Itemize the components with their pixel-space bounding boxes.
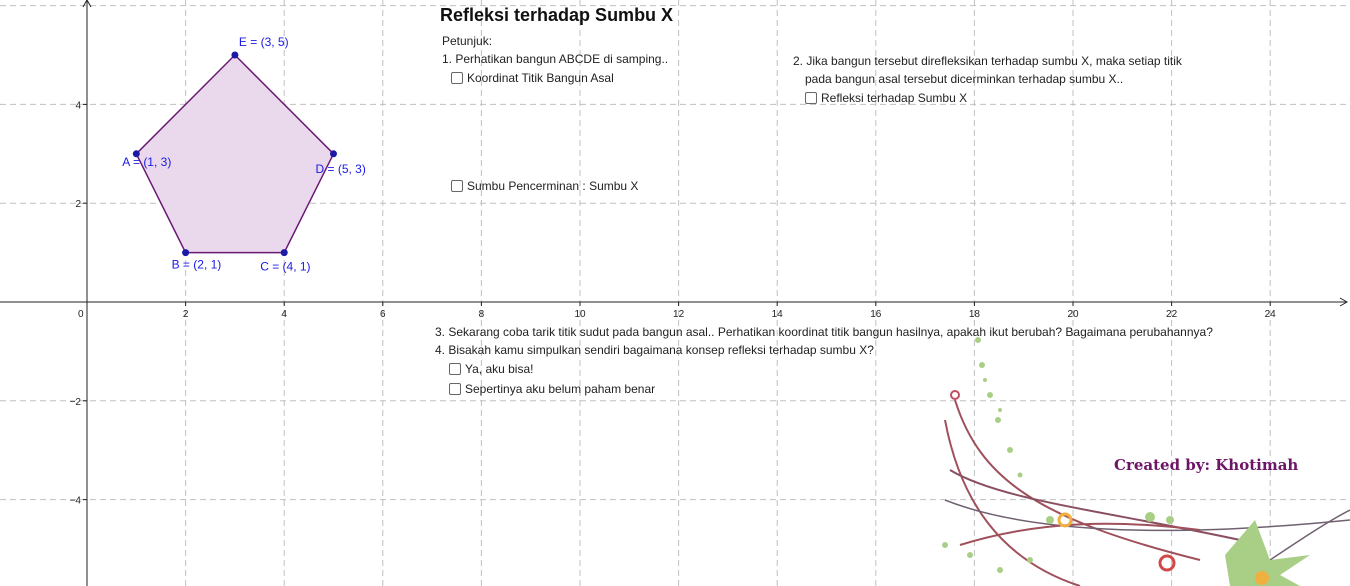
- y-axis-arrow: [82, 0, 92, 8]
- checkbox-label: Ya, aku bisa!: [465, 362, 534, 376]
- vertex-label-B: B = (2, 1): [172, 258, 222, 272]
- x-tick-label: 10: [574, 309, 586, 320]
- vertex-label-A: A = (1, 3): [122, 155, 171, 169]
- vertex-point-E[interactable]: [231, 51, 239, 59]
- checkbox-box[interactable]: [451, 180, 463, 192]
- pentagon-abcde[interactable]: [135, 53, 335, 254]
- y-tick-label: −4: [70, 496, 82, 507]
- x-tick-label: 16: [870, 309, 882, 320]
- y-tick-label: 2: [75, 199, 81, 210]
- floral-decoration: [942, 337, 1350, 586]
- checkbox-box[interactable]: [805, 92, 817, 104]
- x-tick-label: 8: [479, 309, 485, 320]
- vertex-point-C[interactable]: [280, 249, 288, 257]
- checkbox-belum-paham[interactable]: Sepertinya aku belum paham benar: [449, 382, 655, 396]
- x-tick-label: 14: [772, 309, 784, 320]
- x-tick-label: 24: [1265, 309, 1277, 320]
- instructions-heading: Petunjuk:: [442, 34, 493, 48]
- author-credit: Created by: Khotimah: [1114, 456, 1299, 474]
- vertex-label-C: C = (4, 1): [260, 260, 310, 274]
- instruction-step-2-line-1: 2. Jika bangun tersebut direfleksikan te…: [793, 54, 1182, 68]
- y-tick-label: −2: [70, 397, 82, 408]
- checkbox-box[interactable]: [451, 72, 463, 84]
- checkbox-label: Refleksi terhadap Sumbu X: [821, 91, 968, 105]
- x-tick-label: 6: [380, 309, 386, 320]
- x-tick-label: 20: [1067, 309, 1079, 320]
- page-title: Refleksi terhadap Sumbu X: [440, 5, 674, 25]
- vertex-point-B[interactable]: [182, 249, 190, 257]
- instruction-step-3: 3. Sekarang coba tarik titik sudut pada …: [435, 325, 1213, 339]
- checkbox-label: Koordinat Titik Bangun Asal: [467, 71, 614, 85]
- checkbox-koordinat-titik[interactable]: Koordinat Titik Bangun Asal: [451, 71, 614, 85]
- x-tick-label: 2: [183, 309, 189, 320]
- checkbox-refleksi[interactable]: Refleksi terhadap Sumbu X: [805, 91, 967, 105]
- instruction-step-2-line-2: pada bangun asal tersebut dicerminkan te…: [805, 72, 1124, 86]
- checkbox-label: Sepertinya aku belum paham benar: [465, 382, 656, 396]
- vertex-point-D[interactable]: [330, 150, 337, 158]
- x-tick-label: 12: [673, 309, 685, 320]
- x-axis-arrow: [1339, 297, 1349, 307]
- x-tick-label: 4: [281, 309, 287, 320]
- instruction-step-4: 4. Bisakah kamu simpulkan sendiri bagaim…: [435, 343, 874, 357]
- checkbox-ya-bisa[interactable]: Ya, aku bisa!: [449, 362, 533, 376]
- vertex-point-A[interactable]: [132, 150, 140, 158]
- instruction-step-1: 1. Perhatikan bangun ABCDE di samping..: [442, 52, 669, 66]
- checkbox-box[interactable]: [449, 363, 461, 375]
- y-tick-label: 4: [75, 100, 81, 111]
- checkbox-box[interactable]: [449, 383, 461, 395]
- pentagon-vertices[interactable]: A = (1, 3) B = (2, 1) C = (4, 1) D = (5, 3)…: [122, 35, 366, 274]
- x-tick-label: 0: [78, 309, 84, 320]
- x-tick-label: 18: [969, 309, 981, 320]
- vertex-label-E: E = (3, 5): [239, 35, 289, 49]
- checkbox-label: Sumbu Pencerminan : Sumbu X: [467, 179, 639, 193]
- vertex-label-D: D = (5, 3): [316, 162, 366, 176]
- checkbox-sumbu-pencerminan[interactable]: Sumbu Pencerminan : Sumbu X: [451, 179, 638, 193]
- x-tick-label: 22: [1166, 309, 1178, 320]
